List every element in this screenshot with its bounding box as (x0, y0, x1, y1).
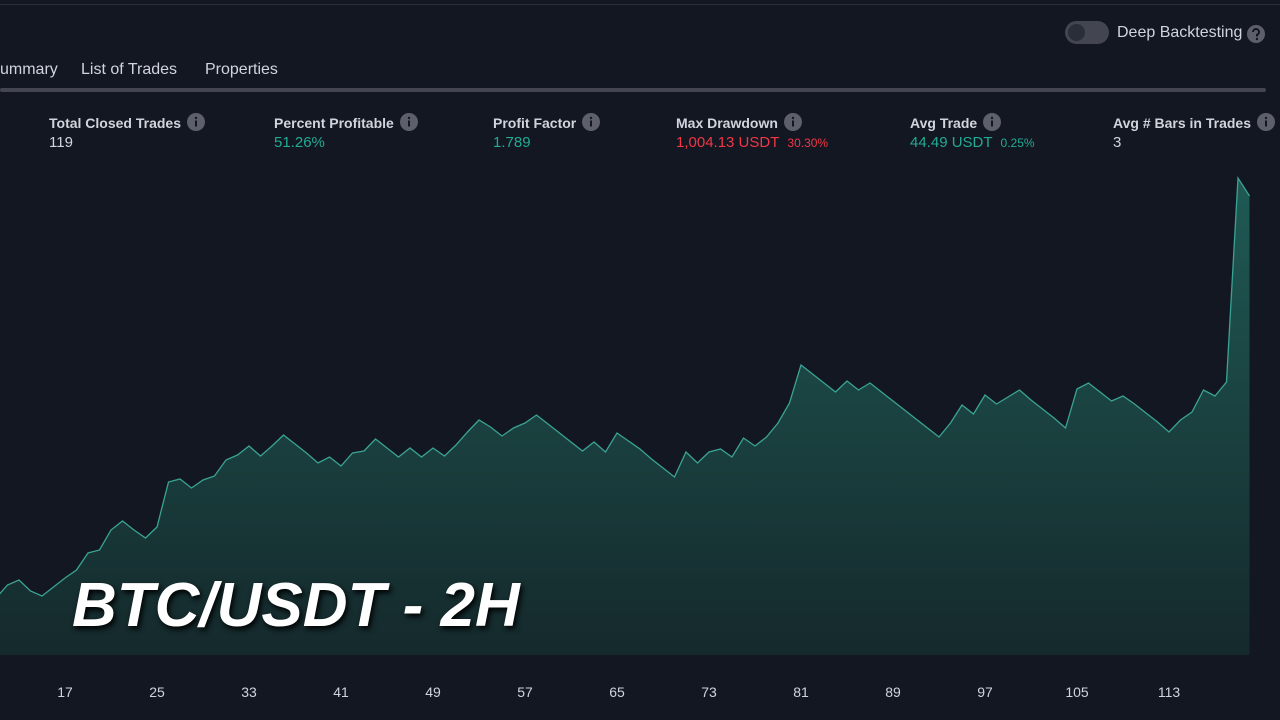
info-icon[interactable] (582, 113, 601, 131)
metric-extra: 0.25% (1000, 136, 1035, 150)
info-icon[interactable] (399, 113, 418, 131)
metric-extra: 30.30% (787, 136, 829, 150)
metric-label-row: Avg # Bars in Trades (1113, 113, 1275, 131)
metric-label-row: Total Closed Trades (49, 113, 205, 131)
info-icon[interactable] (1256, 113, 1275, 131)
x-tick-label: 113 (1158, 684, 1181, 700)
toggle[interactable] (1065, 21, 1109, 44)
info-icon[interactable] (983, 113, 1002, 131)
x-tick-label: 97 (977, 684, 993, 700)
tab[interactable]: Properties (205, 61, 278, 78)
top-border (0, 4, 1280, 5)
metric-value-text: 1.789 (493, 134, 531, 151)
tab[interactable]: List of Trades (81, 61, 178, 78)
x-tick-label: 17 (57, 684, 73, 700)
x-tick-label: 81 (793, 684, 809, 700)
metric-label: Total Closed Trades (49, 115, 181, 131)
metric-label-row: Max Drawdown (676, 113, 802, 131)
metric-value: 44.49 USDT 0.25% (910, 134, 1035, 151)
x-tick-label: 33 (241, 684, 257, 700)
metric-label-row: Avg Trade (910, 113, 1002, 131)
x-tick-label: 105 (1065, 684, 1089, 700)
metric-value: 1.789 (493, 134, 531, 151)
metric-value-text: 119 (49, 134, 73, 151)
toggle-label: Deep Backtesting (1117, 24, 1243, 41)
metric-value-text: 3 (1113, 134, 1122, 151)
metric-label: Avg Trade (910, 115, 978, 131)
overlay-title: BTC/USDT - 2H (72, 571, 520, 640)
metric-label-row: Profit Factor (493, 113, 601, 131)
info-icon[interactable] (783, 113, 802, 131)
x-tick-label: 25 (149, 684, 165, 700)
x-tick-label: 65 (609, 684, 625, 700)
metric-label: Avg # Bars in Trades (1113, 115, 1251, 131)
metric-value: 3 (1113, 134, 1121, 151)
metric-value: 119 (49, 134, 73, 151)
metric-label: Max Drawdown (676, 115, 778, 131)
metric-label: Percent Profitable (274, 115, 394, 131)
x-tick-label: 57 (517, 684, 533, 700)
info-icon[interactable] (187, 113, 205, 131)
metric-value-text: 51.26% (274, 134, 325, 151)
metric-value: 1,004.13 USDT 30.30% (676, 134, 828, 151)
metric-value-text: 1,004.13 USDT (676, 134, 780, 151)
equity-line (0, 175, 1251, 597)
x-tick-label: 73 (701, 684, 717, 700)
metric-value: 51.26% (274, 134, 325, 151)
area-fill (0, 178, 1250, 655)
help-icon[interactable] (1246, 24, 1266, 44)
metric-value-text: 44.49 USDT (910, 134, 993, 151)
tab-underline (0, 88, 1266, 92)
tab[interactable]: ummary (0, 61, 58, 78)
metric-label: Profit Factor (493, 115, 577, 131)
x-tick-label: 49 (425, 684, 441, 700)
metric-label-row: Percent Profitable (274, 113, 418, 131)
x-tick-label: 41 (333, 684, 349, 700)
x-tick-label: 89 (885, 684, 901, 700)
